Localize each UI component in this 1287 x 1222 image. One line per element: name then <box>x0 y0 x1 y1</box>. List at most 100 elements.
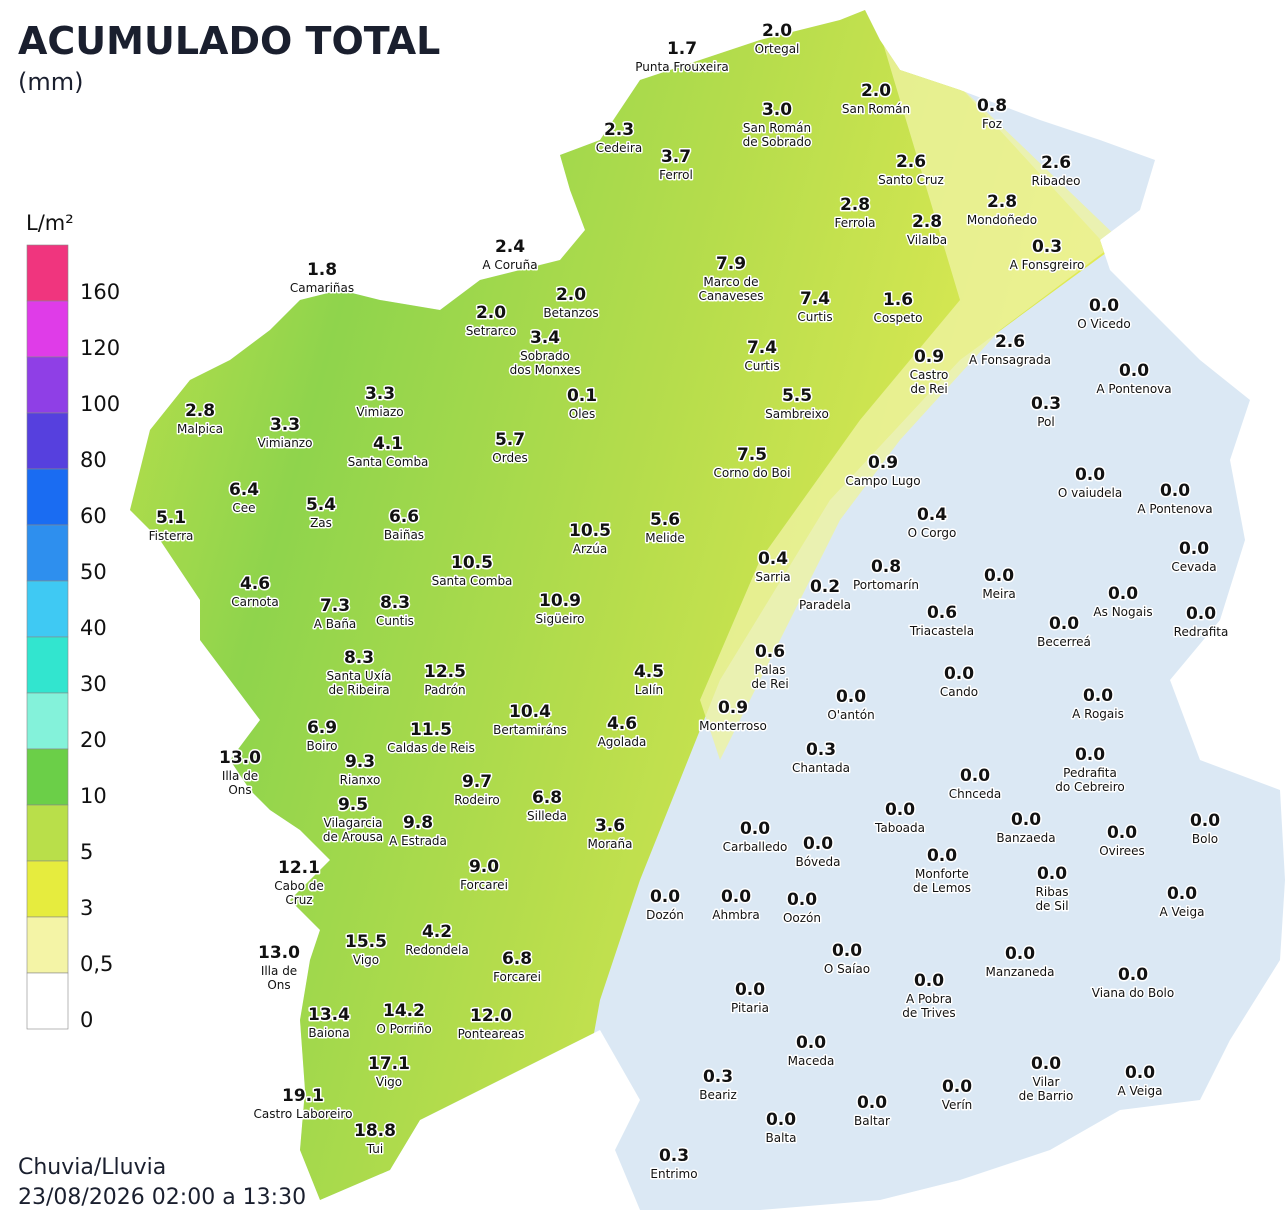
station-name: Paradela <box>799 598 851 612</box>
station-value: 0.0 <box>766 1110 796 1130</box>
station-name: Malpica <box>177 422 223 436</box>
station-value: 0.0 <box>1049 614 1079 634</box>
legend-swatch <box>26 748 69 806</box>
station-name: Taboada <box>874 821 925 835</box>
station-name: Verín <box>942 1098 973 1112</box>
station-value: 2.8 <box>185 401 215 421</box>
legend-label: 0 <box>80 1008 93 1032</box>
station-name: Vimianzo <box>258 436 313 450</box>
station-name: Campo Lugo <box>845 474 920 488</box>
station-value: 0.0 <box>927 846 957 866</box>
station-value: 0.0 <box>984 566 1014 586</box>
legend-label: 10 <box>80 784 107 808</box>
station-name: Monterroso <box>699 719 767 733</box>
legend-label: 40 <box>80 616 107 640</box>
station-name: Vilalba <box>907 233 947 247</box>
station-name: Cuntis <box>376 614 414 628</box>
station-value: 0.0 <box>1160 481 1190 501</box>
legend-swatch <box>26 412 69 470</box>
station-value: 0.0 <box>960 766 990 786</box>
station-name: Redondela <box>405 943 468 957</box>
station-name: Ovirees <box>1099 844 1145 858</box>
station-name: Maceda <box>788 1054 835 1068</box>
legend-label: 50 <box>80 560 107 584</box>
station-name: Cee <box>232 501 255 515</box>
legend-label: 80 <box>80 448 107 472</box>
station-name: A Pontenova <box>1137 502 1212 516</box>
station-value: 7.5 <box>737 445 767 465</box>
station-name: Boiro <box>307 739 338 753</box>
station-value: 2.0 <box>556 285 586 305</box>
station-name: Arzúa <box>573 542 607 556</box>
station-name: Ahmbra <box>712 908 759 922</box>
station-value: 1.6 <box>883 290 913 310</box>
station-value: 9.7 <box>462 772 492 792</box>
station-name: de Rei <box>751 677 788 691</box>
station-value: 9.5 <box>338 795 368 815</box>
station-value: 0.0 <box>1125 1063 1155 1083</box>
station-name: Moraña <box>588 837 633 851</box>
station-value: 0.0 <box>803 834 833 854</box>
station-value: 4.5 <box>634 662 664 682</box>
station-name: O vaiudela <box>1058 486 1122 500</box>
station-name: A Veiga <box>1118 1084 1163 1098</box>
station-value: 0.0 <box>1190 811 1220 831</box>
station-name: Ferrola <box>834 216 875 230</box>
legend-unit: L/m² <box>26 211 74 235</box>
station-value: 10.5 <box>569 521 611 541</box>
station-value: 3.0 <box>762 100 792 120</box>
station-name: Ferrol <box>659 168 693 182</box>
station-value: 0.3 <box>659 1146 689 1166</box>
station-name: Chantada <box>792 761 850 775</box>
station-value: 6.9 <box>307 718 337 738</box>
station-value: 1.7 <box>667 39 697 59</box>
station-value: 0.0 <box>650 887 680 907</box>
station-name: Ribas <box>1036 885 1069 899</box>
station-value: 0.0 <box>1107 823 1137 843</box>
station-name: Ortegal <box>755 42 800 56</box>
station-name: Vimiazo <box>356 405 403 419</box>
station-name: O Vicedo <box>1077 317 1130 331</box>
station-value: 0.4 <box>917 505 947 525</box>
station-value: 0.3 <box>1032 237 1062 257</box>
station-value: 9.8 <box>403 813 433 833</box>
station-name: Santa Comba <box>348 455 429 469</box>
station-value: 2.0 <box>861 81 891 101</box>
station-name: Corno do Boi <box>714 466 791 480</box>
station-value: 12.0 <box>470 1006 512 1026</box>
station-value: 0.0 <box>1075 745 1105 765</box>
station-name: Meira <box>982 587 1015 601</box>
legend-swatch <box>26 468 69 526</box>
station-name: Betanzos <box>543 306 598 320</box>
station-value: 13.4 <box>308 1005 350 1025</box>
station-name: Bertamiráns <box>493 723 567 737</box>
station-value: 0.9 <box>868 453 898 473</box>
station-name: A Pobra <box>906 992 952 1006</box>
station-name: Agolada <box>598 735 647 749</box>
station-name: A Fonsagrada <box>969 353 1051 367</box>
station-value: 0.0 <box>721 887 751 907</box>
station-name: Viana do Bolo <box>1092 986 1174 1000</box>
station-name: San Román <box>842 102 910 116</box>
station-name: Vigo <box>376 1075 402 1089</box>
station-name: Baiona <box>308 1026 349 1040</box>
station-name: Sambreixo <box>765 407 829 421</box>
station-name: Ordes <box>492 451 527 465</box>
station-name: Bolo <box>1192 832 1218 846</box>
station-name: Silleda <box>527 809 567 823</box>
station-name: A Fonsgreiro <box>1010 258 1085 272</box>
footer-variable: Chuvia/Lluvia <box>18 1155 166 1180</box>
station-name: do Cebreiro <box>1055 780 1125 794</box>
station-name: Oles <box>569 407 595 421</box>
station-value: 2.0 <box>762 21 792 41</box>
station-name: Oozón <box>783 911 821 925</box>
station-name: de Arousa <box>323 830 383 844</box>
station-value: 3.7 <box>661 147 691 167</box>
station-name: de Trives <box>902 1006 955 1020</box>
station-value: 0.0 <box>740 819 770 839</box>
station-name: Palas <box>755 663 786 677</box>
legend-swatch <box>26 804 69 862</box>
station-name: Carnota <box>231 595 278 609</box>
station-value: 10.4 <box>509 702 551 722</box>
station-value: 0.0 <box>1119 361 1149 381</box>
